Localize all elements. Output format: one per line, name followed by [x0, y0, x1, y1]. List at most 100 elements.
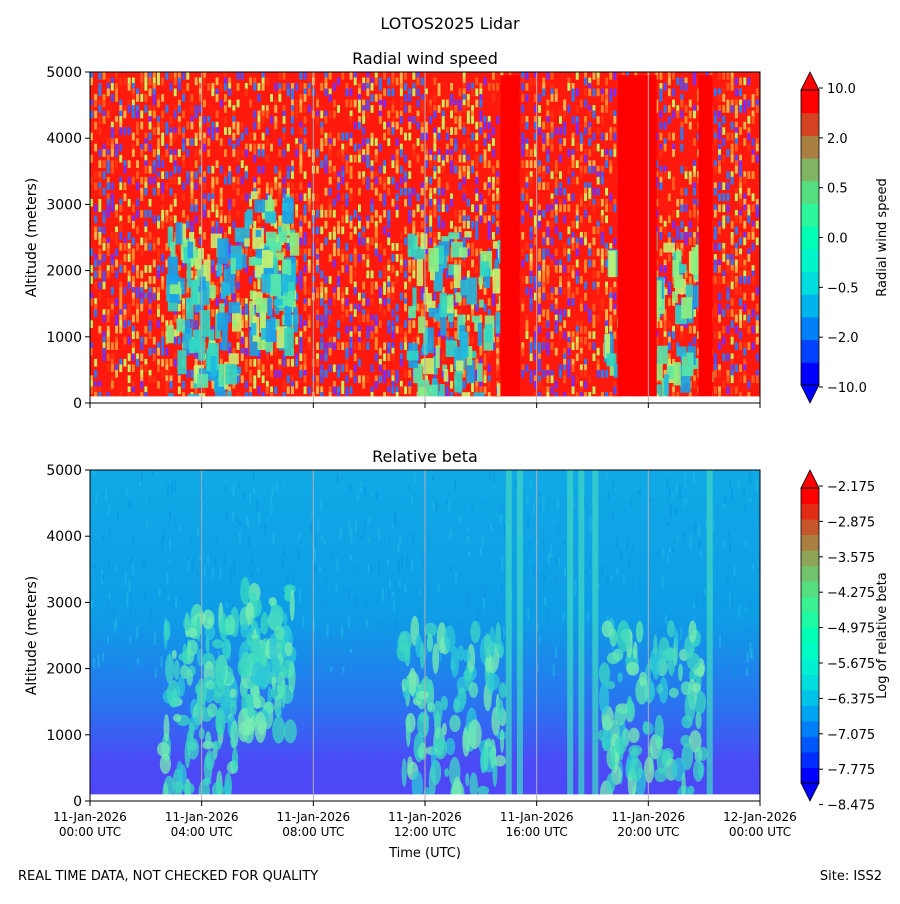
x-tick-label-time: 08:00 UTC: [282, 825, 344, 839]
colorbar-segment: [801, 488, 819, 504]
colorbar-segment: [801, 690, 819, 706]
colorbar-segment: [801, 752, 819, 768]
colorbar-segment: [801, 90, 819, 113]
colorbar-tick-label: −8.475: [827, 799, 875, 814]
colorbar-segment: [801, 113, 819, 136]
colorbar-segment: [801, 597, 819, 613]
x-tick-label-time: 16:00 UTC: [506, 825, 568, 839]
y-tick-label: 0: [73, 396, 82, 412]
x-tick-label-date: 12-Jan-2026: [723, 810, 797, 824]
colorbar-tick-label: −6.375: [827, 692, 875, 707]
x-tick-label-date: 11-Jan-2026: [165, 810, 239, 824]
x-tick-label-time: 00:00 UTC: [59, 825, 121, 839]
aerosol-streak: [578, 470, 584, 801]
colorbar-tick-label: 2.0: [827, 132, 848, 147]
colorbar-tick-label: 0.0: [827, 232, 848, 247]
colorbar-segment: [801, 317, 819, 340]
colorbar-segment: [801, 135, 819, 158]
colorbar-tick-label: −2.0: [827, 331, 859, 346]
y-tick-label: 3000: [46, 197, 82, 213]
strong-wind-column: [500, 75, 520, 396]
colorbar-segment: [801, 535, 819, 551]
colorbar-extend-max: [801, 72, 819, 90]
colorbar-segment: [801, 362, 819, 385]
colorbar-segment: [801, 504, 819, 520]
y-tick-label: 0: [73, 794, 82, 810]
x-tick-label-time: 04:00 UTC: [171, 825, 233, 839]
y-tick-label: 5000: [46, 65, 82, 81]
x-tick-label-date: 11-Jan-2026: [53, 810, 127, 824]
y-tick-label: 5000: [46, 463, 82, 479]
colorbar-segment: [801, 340, 819, 363]
x-tick-label-time: 00:00 UTC: [729, 825, 791, 839]
colorbar-tick-label: −2.875: [827, 515, 875, 530]
colorbar-segment: [801, 294, 819, 317]
x-tick-label-time: 12:00 UTC: [394, 825, 456, 839]
aerosol-streak: [506, 470, 512, 801]
heatmap-field: [90, 470, 762, 807]
colorbar-extend-min: [801, 783, 819, 801]
figure-title: LOTOS2025 Lidar: [0, 14, 900, 33]
y-tick-label: 4000: [46, 529, 82, 545]
colorbar-tick-label: −2.175: [827, 480, 875, 495]
y-axis-label: Altitude (meters): [24, 576, 40, 696]
colorbar-tick-label: −10.0: [827, 381, 867, 396]
y-tick-label: 2000: [46, 264, 82, 280]
colorbar-extend-min: [801, 385, 819, 403]
colorbar-segment: [801, 272, 819, 295]
colorbar-segment: [801, 249, 819, 272]
y-axis-label: Altitude (meters): [24, 178, 40, 298]
colorbar-label: Radial wind speed: [875, 178, 890, 296]
site-label: Site: ISS2: [820, 869, 882, 884]
quality-disclaimer: REAL TIME DATA, NOT CHECKED FOR QUALITY: [18, 869, 318, 884]
y-tick-label: 3000: [46, 595, 82, 611]
aerosol-streak: [592, 470, 598, 801]
colorbar-segment: [801, 566, 819, 582]
y-tick-label: 4000: [46, 131, 82, 147]
colorbar-tick-label: −5.675: [827, 657, 875, 672]
colorbar-segment: [801, 550, 819, 566]
x-axis-label: Time (UTC): [388, 846, 461, 861]
x-tick-label-date: 11-Jan-2026: [277, 810, 351, 824]
x-tick-label-time: 20:00 UTC: [617, 825, 679, 839]
y-tick-label: 1000: [46, 330, 82, 346]
colorbar-tick-label: −7.075: [827, 728, 875, 743]
colorbar-segment: [801, 158, 819, 181]
colorbar-segment: [801, 643, 819, 659]
colorbar-segment: [801, 674, 819, 690]
colorbar-segment: [801, 767, 819, 783]
colorbar-tick-label: −0.5: [827, 281, 859, 296]
colorbar-tick-label: 10.0: [827, 82, 856, 97]
aerosol-streak: [567, 470, 573, 801]
x-tick-label-date: 11-Jan-2026: [500, 810, 574, 824]
colorbar-segment: [801, 612, 819, 628]
panel-title: Relative beta: [372, 447, 478, 466]
x-tick-label-date: 11-Jan-2026: [612, 810, 686, 824]
colorbar: 10.0 2.0 0.5 0.0 −0.5 −2.0 −10.0 Radial wind sp…: [801, 72, 890, 403]
strong-wind-column: [699, 75, 713, 396]
y-tick-label: 1000: [46, 728, 82, 744]
x-tick-label-date: 11-Jan-2026: [388, 810, 462, 824]
y-tick-label: 2000: [46, 662, 82, 678]
colorbar-label: Log of relative beta: [875, 572, 890, 699]
panel-relative-beta: Relative beta 0 1000 2000 3000 4000 5000 Altitu…: [24, 447, 890, 861]
colorbar-segment: [801, 659, 819, 675]
colorbar-tick-label: −3.575: [827, 551, 875, 566]
strong-wind-column: [618, 75, 657, 396]
panel-radial-wind-speed: Radial wind speed 0 1000 2000 3000 4000 5000 Al…: [24, 49, 890, 422]
colorbar-segment: [801, 226, 819, 249]
colorbar-tick-label: 0.5: [827, 182, 848, 197]
colorbar-segment: [801, 581, 819, 597]
colorbar-segment: [801, 721, 819, 737]
colorbar-segment: [801, 705, 819, 721]
colorbar-segment: [801, 519, 819, 535]
colorbar-tick-label: −4.975: [827, 622, 875, 637]
panel-title: Radial wind speed: [352, 49, 498, 68]
colorbar-tick-label: −4.275: [827, 586, 875, 601]
colorbar-tick-label: −7.775: [827, 763, 875, 778]
colorbar-segment: [801, 628, 819, 644]
colorbar-segment: [801, 736, 819, 752]
colorbar-segment: [801, 203, 819, 226]
